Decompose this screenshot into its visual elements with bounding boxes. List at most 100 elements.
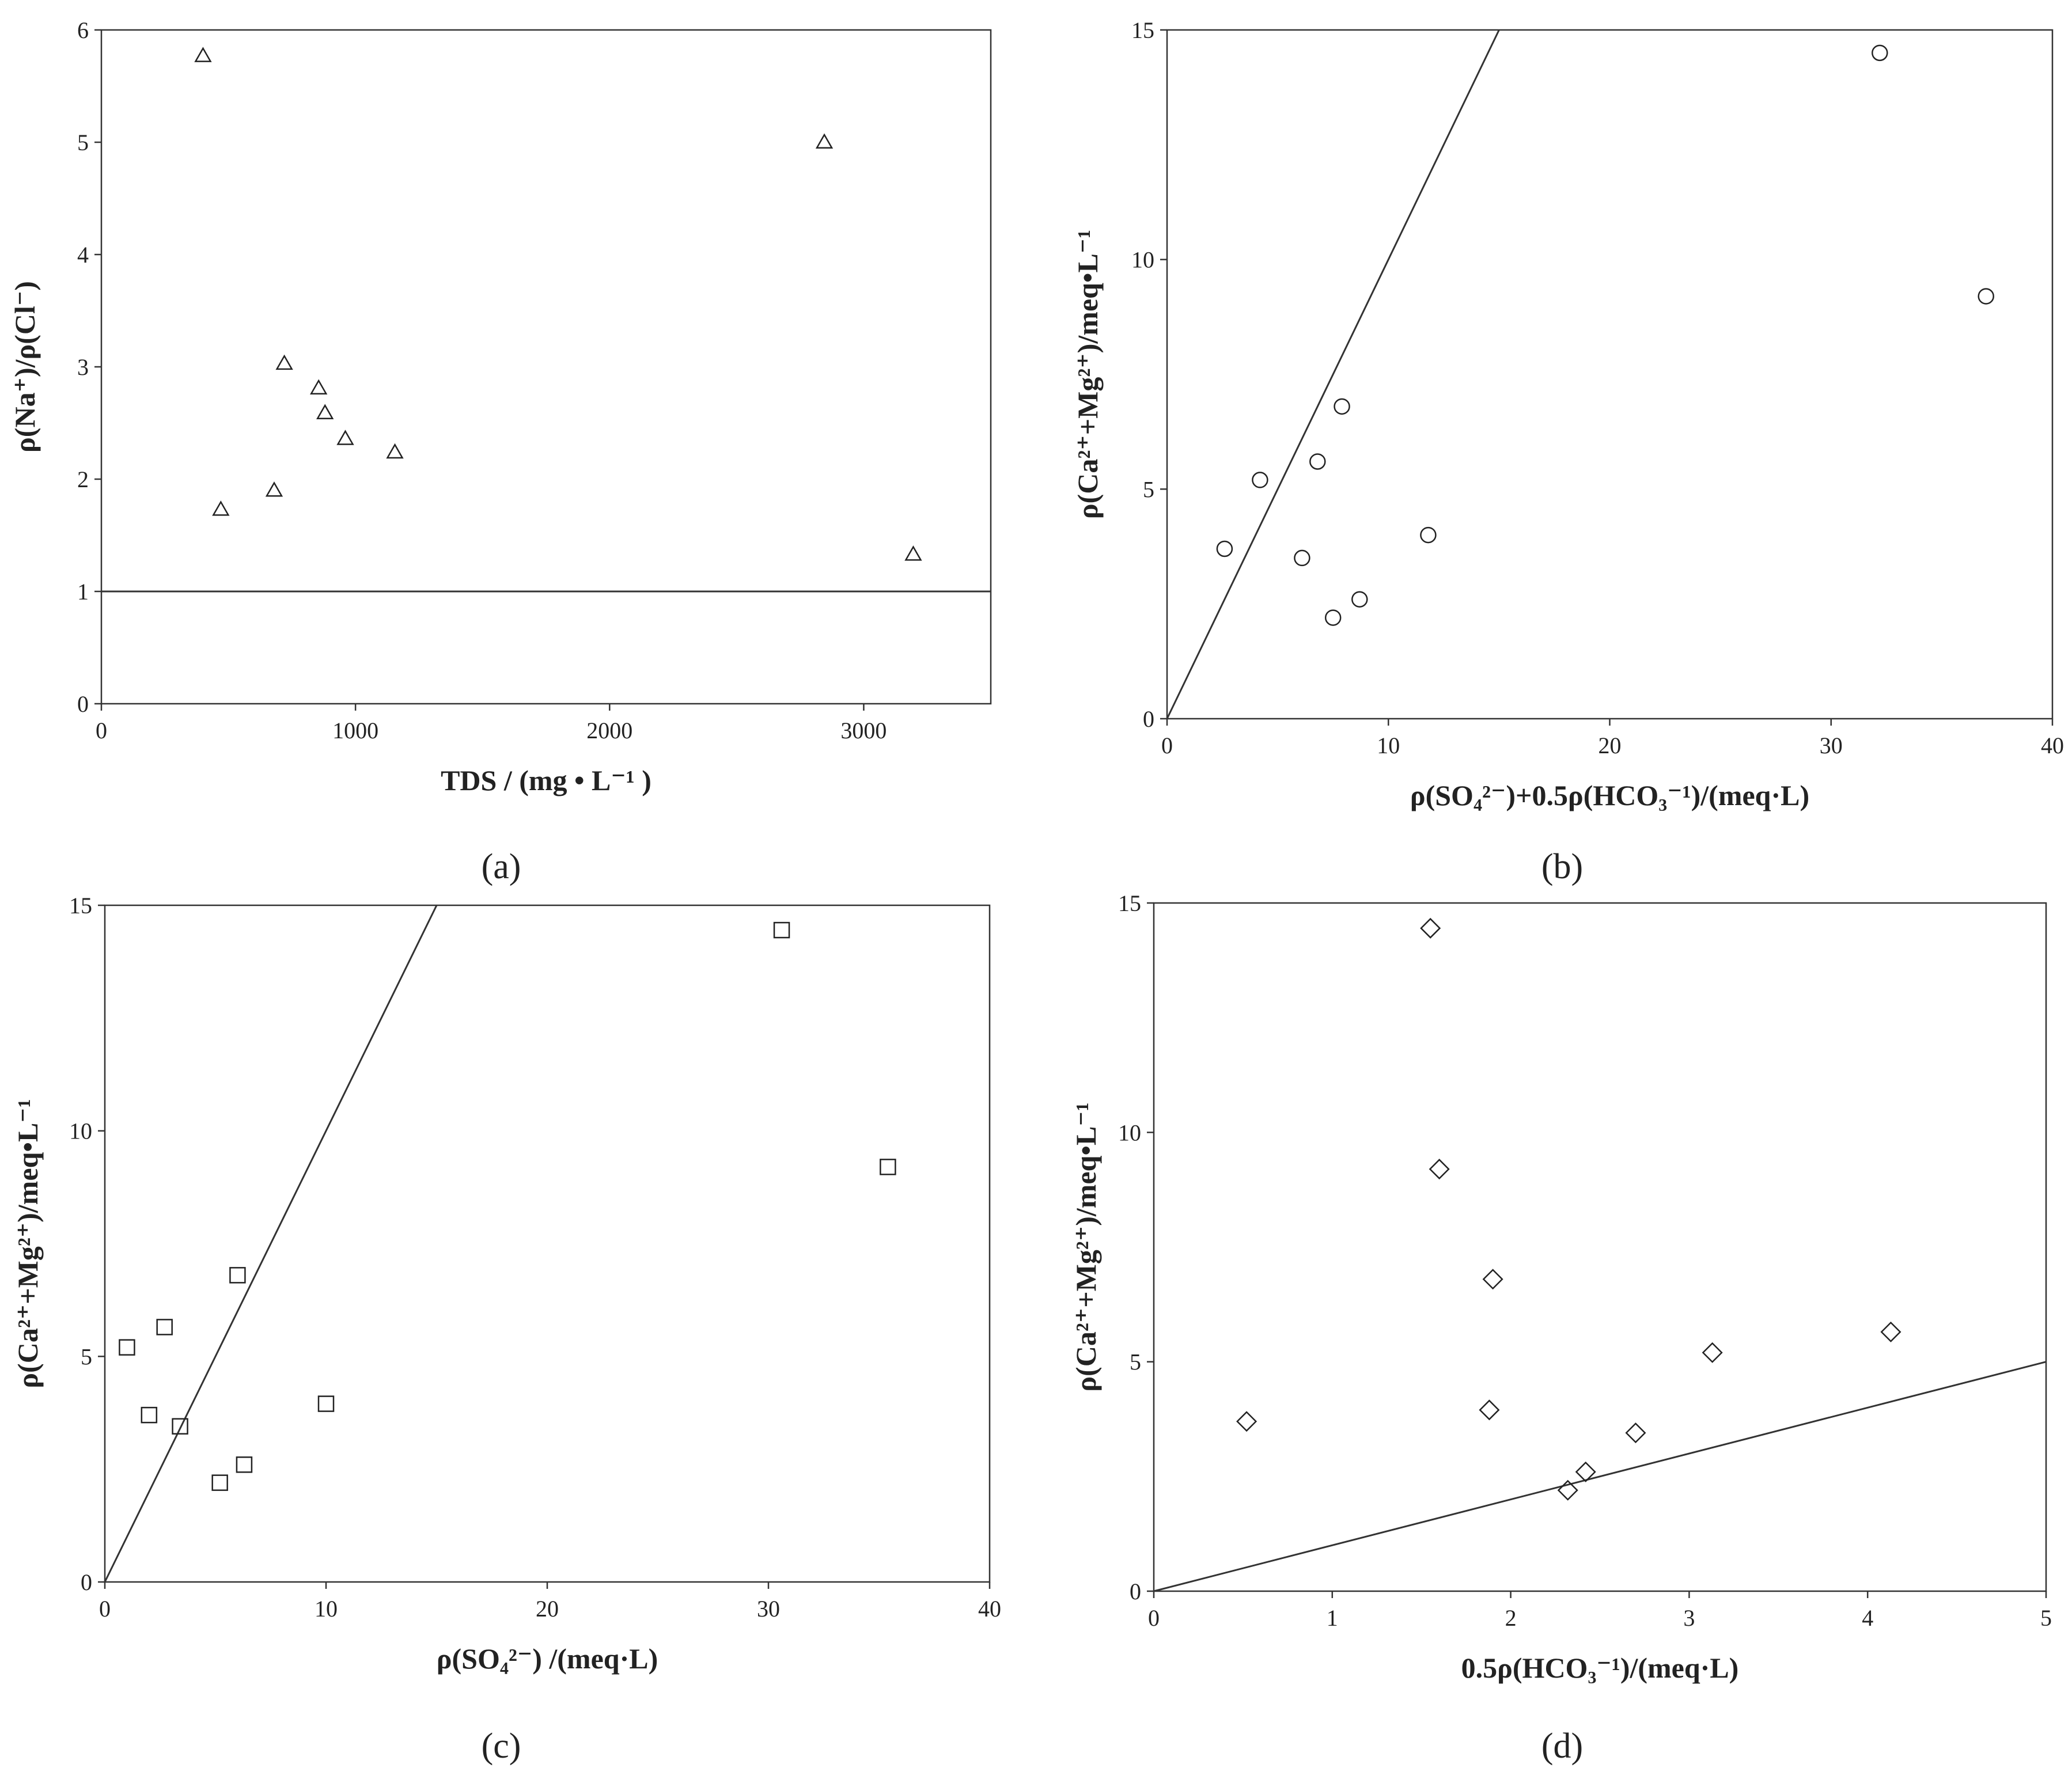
y-tick-label: 10: [1118, 1120, 1141, 1145]
data-point-triangle: [316, 404, 334, 419]
x-tick-label: 10: [315, 1596, 338, 1622]
y-tick-label: 5: [1130, 1349, 1141, 1375]
y-tick-label: 4: [77, 242, 89, 268]
data-point-diamond: [1236, 1411, 1257, 1432]
data-point-square: [156, 1319, 173, 1335]
plot-frame: [104, 904, 991, 1583]
y-tick-label: 0: [77, 691, 89, 717]
x-tick-label: 3000: [840, 718, 887, 743]
x-tick-label: 3: [1683, 1605, 1695, 1631]
x-tick-label: 0: [96, 718, 107, 743]
x-axis-title: ρ(SO₄²⁻)+0.5ρ(HCO₃⁻¹)/(meq·L): [1410, 779, 1809, 811]
data-point-diamond: [1420, 917, 1441, 939]
data-point-square: [119, 1339, 135, 1356]
data-point-triangle: [212, 500, 230, 516]
panel-label: (b): [1541, 847, 1583, 886]
data-point-square: [317, 1395, 335, 1412]
y-axis-title: ρ(Ca²⁺+Mg²⁺)/meq•L⁻¹: [1070, 1102, 1102, 1391]
data-point-circle: [1872, 44, 1888, 62]
plot-frame: [1153, 902, 2047, 1592]
data-point-circle: [1294, 549, 1310, 567]
panel-label: (c): [482, 1727, 521, 1766]
data-point-square: [141, 1406, 158, 1424]
x-axis-title: TDS / (mg • L⁻¹ ): [441, 764, 651, 796]
data-point-square: [229, 1267, 246, 1284]
y-tick-label: 1: [77, 579, 89, 605]
x-tick-label: 20: [1598, 733, 1622, 758]
y-axis-title: ρ(Na⁺)/ρ(Cl⁻): [9, 281, 41, 453]
chart-panel-a: 0 1000 2000 3000 0 1 2 3 4 5 6 TDS / (mg • L⁻¹ ) ρ(N…: [9, 17, 992, 886]
data-point-triangle: [194, 47, 212, 62]
y-tick-label: 0: [1130, 1579, 1141, 1604]
x-tick-label: 40: [2041, 733, 2064, 758]
x-axis-title: ρ(SO₄²⁻) /(meq·L): [437, 1642, 658, 1675]
chart-panel-b: 0 10 20 30 40 0 5 10 15 ρ(SO₄²⁻)+0.5ρ(HCO₃⁻¹)/(me…: [1071, 17, 2064, 886]
data-point-circle: [1334, 398, 1350, 415]
y-tick-label: 6: [77, 17, 89, 43]
reference-line: [1166, 29, 1500, 719]
y-tick-label: 5: [81, 1344, 92, 1369]
chart-panel-c: 0 10 20 30 40 0 5 10 15 ρ(SO₄²⁻) /(meq·L) ρ(Ca²⁺+M…: [12, 893, 1001, 1766]
y-tick-label: 3: [77, 354, 89, 380]
data-point-triangle: [265, 481, 283, 497]
x-tick-label: 40: [978, 1596, 1001, 1622]
plot-frame: [1166, 29, 2054, 720]
y-tick-label: 15: [1131, 17, 1154, 43]
x-tick-label: 1000: [332, 718, 378, 743]
y-tick-label: 5: [1143, 476, 1154, 502]
reference-line: [1153, 1361, 2047, 1592]
data-point-circle: [1252, 472, 1268, 488]
data-point-diamond: [1575, 1461, 1596, 1482]
y-tick-label: 10: [1131, 247, 1154, 273]
data-point-circle: [1978, 288, 1994, 305]
data-point-diamond: [1429, 1159, 1450, 1180]
y-tick-label: 5: [77, 130, 89, 155]
data-point-diamond: [1557, 1479, 1578, 1501]
data-point-diamond: [1880, 1321, 1901, 1342]
x-tick-label: 10: [1377, 733, 1400, 758]
x-tick-label: 4: [1862, 1605, 1873, 1631]
data-point-circle: [1324, 609, 1342, 626]
data-point-triangle: [336, 430, 354, 445]
y-tick-label: 0: [1143, 706, 1154, 732]
y-axis-title: ρ(Ca²⁺+Mg²⁺)/meq•L⁻¹: [1071, 230, 1104, 519]
panel-label: (a): [482, 847, 521, 886]
chart-panel-d: 0 1 2 3 4 5 0 5 10 15 0.5ρ(HCO₃⁻¹)/(meq·L) ρ(Ca²⁺+M…: [1070, 890, 2052, 1766]
data-point-diamond: [1482, 1269, 1503, 1290]
data-point-diamond: [1625, 1422, 1646, 1444]
data-point-square: [773, 921, 790, 939]
data-point-triangle: [815, 133, 834, 149]
data-point-circle: [1420, 526, 1437, 544]
x-tick-label: 0: [99, 1596, 111, 1622]
x-tick-label: 2000: [586, 718, 632, 743]
y-tick-label: 10: [69, 1118, 92, 1144]
data-point-diamond: [1702, 1342, 1723, 1363]
x-tick-label: 0: [1161, 733, 1173, 758]
y-tick-label: 0: [81, 1569, 92, 1595]
x-tick-label: 1: [1327, 1605, 1338, 1631]
y-tick-label: 2: [77, 466, 89, 492]
data-point-circle: [1309, 453, 1326, 470]
data-point-square: [172, 1418, 188, 1435]
data-point-circle: [1351, 591, 1368, 608]
data-point-triangle: [386, 443, 404, 459]
x-tick-label: 2: [1505, 1605, 1517, 1631]
data-point-square: [211, 1474, 228, 1491]
y-tick-label: 15: [1118, 890, 1141, 916]
data-point-diamond: [1479, 1399, 1500, 1421]
x-tick-label: 20: [536, 1596, 559, 1622]
data-point-square: [236, 1456, 253, 1473]
reference-line: [104, 905, 438, 1583]
x-tick-label: 0: [1148, 1605, 1160, 1631]
data-point-triangle: [904, 545, 922, 561]
y-tick-label: 15: [69, 893, 92, 919]
data-point-triangle: [275, 354, 293, 370]
x-axis-title: 0.5ρ(HCO₃⁻¹)/(meq·L): [1461, 1652, 1739, 1684]
x-tick-label: 30: [1820, 733, 1843, 758]
data-point-triangle: [310, 379, 328, 395]
y-axis-title: ρ(Ca²⁺+Mg²⁺)/meq•L⁻¹: [12, 1099, 44, 1388]
data-point-circle: [1216, 540, 1233, 557]
x-tick-label: 30: [757, 1596, 780, 1622]
x-tick-label: 5: [2040, 1605, 2052, 1631]
